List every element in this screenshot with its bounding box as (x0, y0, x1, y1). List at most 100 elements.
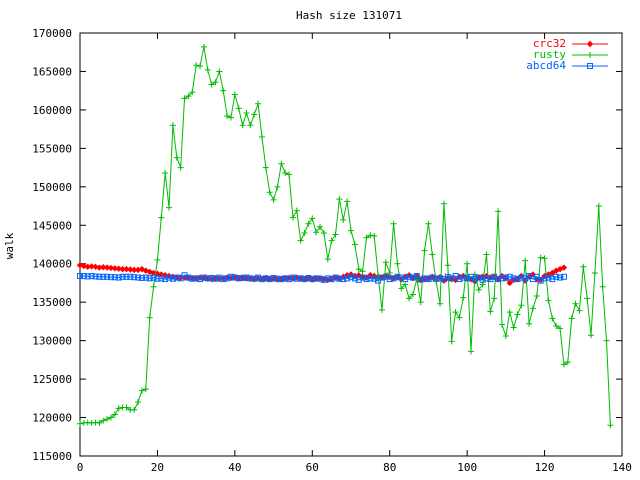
data-point-abcd64 (425, 276, 432, 283)
data-point-abcd64 (444, 273, 451, 280)
data-point-rusty (541, 255, 548, 262)
data-point-abcd64 (553, 273, 560, 280)
data-point-rusty (568, 315, 575, 322)
data-point-abcd64 (216, 274, 223, 281)
data-point-rusty (417, 299, 424, 306)
data-point-rusty (588, 332, 595, 339)
data-point-abcd64 (518, 274, 525, 281)
data-point-abcd64 (173, 274, 180, 281)
data-point-rusty (603, 337, 610, 344)
data-point-abcd64 (278, 276, 285, 283)
data-point-rusty (452, 309, 459, 316)
data-point-rusty (382, 259, 389, 266)
x-tick-label: 140 (612, 461, 632, 474)
data-point-rusty (398, 285, 405, 292)
data-point-rusty (177, 164, 184, 171)
data-point-rusty (483, 251, 490, 258)
data-point-rusty (328, 237, 335, 244)
series-line-abcd64 (80, 274, 565, 282)
data-point-abcd64 (154, 275, 161, 282)
data-point-abcd64 (514, 276, 521, 283)
data-point-abcd64 (169, 275, 176, 282)
data-point-abcd64 (409, 274, 416, 281)
data-point-rusty (514, 311, 521, 318)
data-point-abcd64 (177, 275, 184, 282)
data-point-abcd64 (150, 274, 157, 281)
data-point-rusty (444, 262, 451, 269)
data-point-rusty (344, 198, 351, 205)
data-point-abcd64 (375, 277, 382, 284)
data-point-rusty (309, 215, 316, 222)
data-point-abcd64 (138, 274, 145, 281)
x-tick-label: 20 (151, 461, 164, 474)
data-point-crc32 (80, 262, 88, 270)
data-point-abcd64 (421, 275, 428, 282)
y-tick-label: 165000 (32, 65, 72, 78)
data-point-rusty (111, 411, 118, 418)
data-point-rusty (355, 266, 362, 273)
data-point-rusty (150, 283, 157, 290)
data-point-rusty (448, 338, 455, 345)
data-point-abcd64 (301, 276, 308, 283)
legend-marker-abcd64 (587, 63, 593, 69)
data-point-abcd64 (286, 276, 293, 283)
data-point-rusty (413, 276, 420, 283)
data-point-abcd64 (317, 275, 324, 282)
y-tick-label: 155000 (32, 142, 72, 155)
data-point-abcd64 (378, 274, 385, 281)
x-tick-label: 60 (306, 461, 319, 474)
data-point-rusty (212, 79, 219, 86)
data-point-abcd64 (510, 275, 517, 282)
data-point-abcd64 (309, 276, 316, 283)
data-point-abcd64 (359, 274, 366, 281)
data-point-rusty (135, 399, 142, 406)
data-point-rusty (251, 111, 258, 118)
y-tick-label: 120000 (32, 412, 72, 425)
data-point-rusty (123, 404, 130, 411)
data-point-abcd64 (231, 274, 238, 281)
data-point-rusty (185, 93, 192, 100)
data-point-crc32 (103, 264, 111, 271)
data-point-abcd64 (560, 273, 567, 280)
series-line-rusty (79, 46, 611, 426)
data-point-crc32 (127, 266, 134, 273)
data-point-abcd64 (324, 275, 331, 282)
data-point-rusty (317, 223, 324, 230)
data-point-rusty (181, 95, 188, 102)
data-point-abcd64 (351, 275, 358, 282)
data-point-rusty (591, 269, 598, 276)
data-point-abcd64 (262, 275, 269, 282)
data-point-crc32 (158, 271, 165, 278)
data-point-abcd64 (243, 274, 250, 281)
data-point-abcd64 (142, 274, 149, 281)
data-point-rusty (584, 295, 591, 302)
data-point-rusty (367, 232, 374, 239)
data-point-abcd64 (406, 273, 413, 280)
data-point-abcd64 (193, 275, 200, 282)
data-point-rusty (189, 89, 196, 96)
data-point-abcd64 (336, 275, 343, 282)
data-point-rusty (402, 281, 409, 288)
data-point-abcd64 (502, 274, 509, 281)
data-point-rusty (131, 406, 138, 413)
data-point-abcd64 (464, 275, 471, 282)
data-point-crc32 (92, 263, 99, 271)
series-layer (76, 43, 614, 429)
data-point-abcd64 (185, 274, 192, 281)
data-point-abcd64 (258, 276, 265, 283)
series-abcd64 (77, 272, 567, 284)
data-point-rusty (146, 314, 153, 321)
data-point-abcd64 (390, 275, 397, 282)
data-point-rusty (313, 229, 320, 236)
data-point-abcd64 (320, 276, 327, 283)
data-point-rusty (255, 100, 262, 107)
x-tick-label: 40 (228, 461, 241, 474)
data-point-abcd64 (545, 274, 552, 281)
data-point-abcd64 (433, 275, 440, 282)
plot-frame (79, 32, 623, 457)
data-point-abcd64 (293, 275, 300, 282)
y-tick-label: 115000 (32, 450, 72, 463)
data-point-abcd64 (127, 273, 134, 280)
data-point-abcd64 (313, 275, 320, 282)
data-point-crc32 (560, 264, 568, 271)
